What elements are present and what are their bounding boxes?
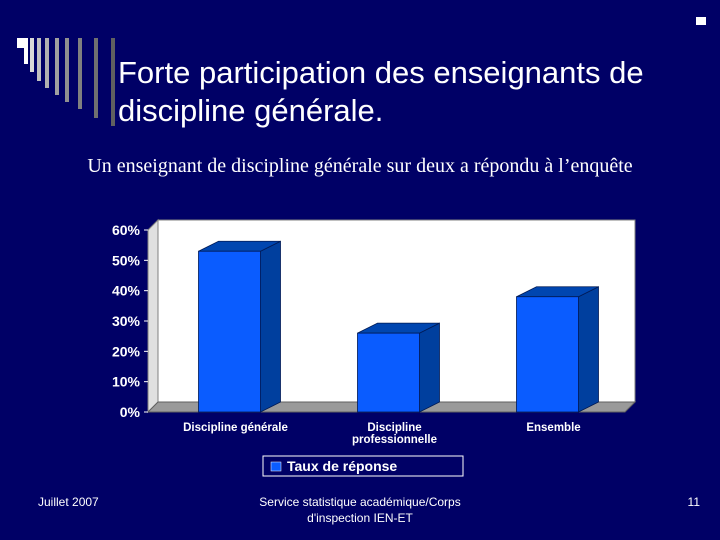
y-tick-label: 30% bbox=[112, 313, 141, 329]
y-tick-label: 20% bbox=[112, 343, 141, 359]
slide-title: Forte participation des enseignants de d… bbox=[118, 55, 644, 128]
x-category-label: Discipline générale bbox=[183, 422, 288, 434]
bar bbox=[198, 250, 261, 413]
y-tick-label: 60% bbox=[112, 222, 141, 238]
legend-label: Taux de réponse bbox=[287, 458, 397, 474]
decorative-stripes bbox=[17, 17, 706, 126]
bar-chart: 0% 10% 20% 30% 40% 50% 60% Discipline générale D… bbox=[112, 218, 637, 477]
footer-source-line1: Service statistique académique/Corps bbox=[259, 495, 461, 509]
bar bbox=[516, 296, 579, 413]
bar-side bbox=[260, 240, 281, 413]
legend-swatch bbox=[270, 461, 282, 472]
x-category-label: Ensemble bbox=[526, 422, 580, 434]
bar bbox=[357, 332, 420, 413]
page-number: 11 bbox=[687, 495, 700, 509]
side-wall bbox=[147, 218, 159, 414]
footer-source: Service statistique académique/Corps d'i… bbox=[240, 494, 480, 526]
slide-subtitle: Un enseignant de discipline générale sur… bbox=[87, 155, 633, 177]
y-tick-label: 10% bbox=[112, 374, 141, 390]
legend-box bbox=[262, 455, 464, 477]
bar-side bbox=[419, 322, 440, 413]
x-category-label: Discipline bbox=[367, 422, 421, 434]
x-category-label: professionnelle bbox=[352, 434, 437, 446]
y-tick-label: 40% bbox=[112, 283, 141, 299]
footer-source-line2: d'inspection IEN-ET bbox=[307, 511, 413, 525]
y-tick-label: 0% bbox=[120, 404, 141, 420]
footer-date: Juillet 2007 bbox=[38, 495, 99, 509]
bar-side bbox=[578, 286, 599, 413]
y-tick-label: 50% bbox=[112, 252, 141, 268]
